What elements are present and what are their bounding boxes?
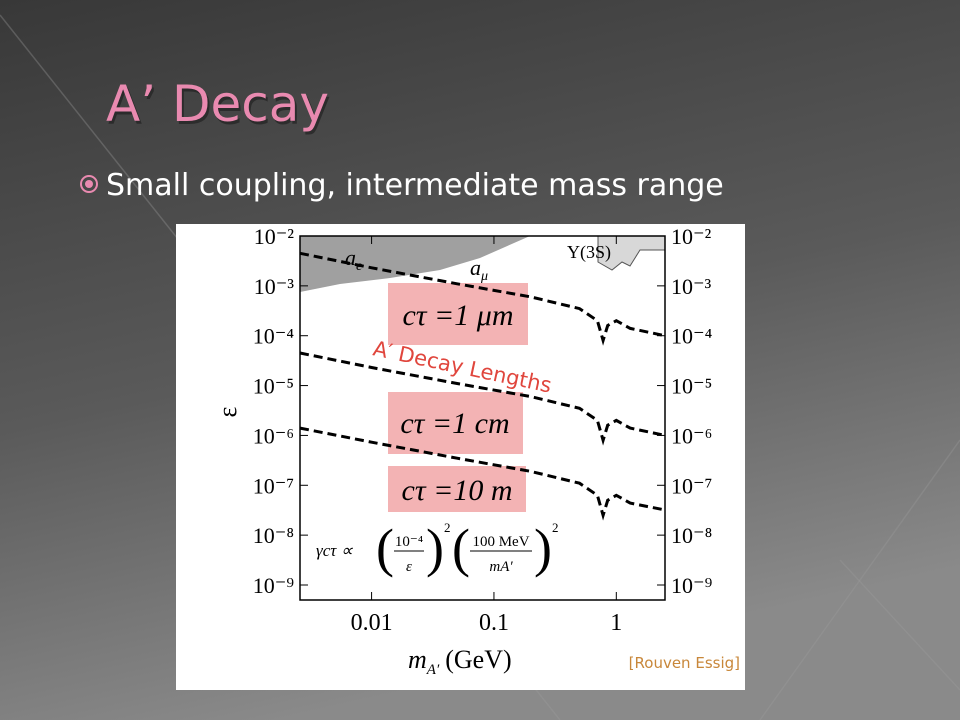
excluded-region <box>300 236 530 292</box>
plot-frame <box>299 235 666 601</box>
y-tick-label: 10⁻⁵ <box>253 374 294 399</box>
x-axis-unit: (GeV) <box>445 645 511 674</box>
y-tick-label: 10⁻⁷ <box>253 473 294 498</box>
x-tick-label: 1 <box>610 610 622 636</box>
y-axis-label: ε <box>213 406 242 417</box>
formula-exp: 2 <box>444 520 451 535</box>
x-axis-label: mA′ (GeV) <box>408 645 512 678</box>
bullet-icon <box>80 175 98 193</box>
formula-num: 10⁻⁴ <box>395 534 423 550</box>
y-tick-label: 10⁻⁷ <box>671 473 712 498</box>
x-axis-symbol: m <box>408 645 427 674</box>
series-label: cτ =10 m <box>402 474 513 507</box>
formula-paren: ( <box>452 518 470 578</box>
y-tick-label: 10⁻³ <box>671 274 712 299</box>
series-label: cτ =1 cm <box>400 407 509 440</box>
bullet-text: Small coupling, intermediate mass range <box>106 168 724 203</box>
y-tick-label: 10⁻³ <box>254 274 295 299</box>
formula-num: 100 MeV <box>472 534 529 550</box>
formula-exp: 2 <box>552 520 559 535</box>
series-label: cτ =1 μm <box>402 299 513 332</box>
label-box <box>388 466 526 512</box>
y-tick-label: 10⁻⁴ <box>253 324 295 349</box>
y-tick-label: 10⁻⁵ <box>671 374 712 399</box>
formula-lhs: γcτ ∝ <box>316 541 354 560</box>
a-e-label: ae <box>345 245 362 274</box>
upsilon-label: Υ(3S) <box>567 242 611 263</box>
y-tick-label: 10⁻⁶ <box>253 423 294 448</box>
y-tick-label: 10⁻⁸ <box>253 523 294 548</box>
y-tick-label: 10⁻² <box>671 224 712 249</box>
y-tick-label: 10⁻⁹ <box>671 573 713 598</box>
label-box <box>388 283 528 345</box>
a-mu-label: aμ <box>470 255 488 284</box>
formula-den: mA′ <box>489 559 513 575</box>
x-tick-label: 0.01 <box>351 610 393 636</box>
y-tick-label: 10⁻² <box>254 224 295 249</box>
figure: 10⁻² 10⁻² 10⁻³ 10⁻³ 10⁻⁴ 10⁻⁴ 10⁻⁵ 10⁻⁵ 10⁻⁶ 10⁻⁶… <box>176 224 745 690</box>
slide-title: A’ Decay <box>106 75 329 133</box>
x-tick-label: 0.1 <box>479 610 509 636</box>
formula-den: ε <box>406 559 412 575</box>
a-mu-subscript: μ <box>480 269 488 284</box>
label-box <box>388 392 523 454</box>
bullet-icon <box>85 180 93 188</box>
a-e-subscript: e <box>356 259 362 274</box>
title-shadow: A’ Decay <box>108 78 331 136</box>
formula-paren: ( <box>376 518 394 578</box>
decay-line <box>299 351 666 446</box>
a-mu-symbol: a <box>470 255 481 280</box>
y-tick-label: 10⁻⁴ <box>671 324 713 349</box>
x-axis-subscript: A′ <box>426 662 440 678</box>
y-tick-label: 10⁻⁹ <box>253 573 295 598</box>
credit: [Rouven Essig] <box>629 654 740 672</box>
decay-line <box>299 426 666 521</box>
formula-paren: ) <box>534 518 552 578</box>
y-tick-label: 10⁻⁶ <box>671 423 712 448</box>
a-e-symbol: a <box>345 245 356 270</box>
decay-line <box>299 251 666 346</box>
formula-paren: ) <box>426 518 444 578</box>
y-tick-label: 10⁻⁸ <box>671 523 712 548</box>
